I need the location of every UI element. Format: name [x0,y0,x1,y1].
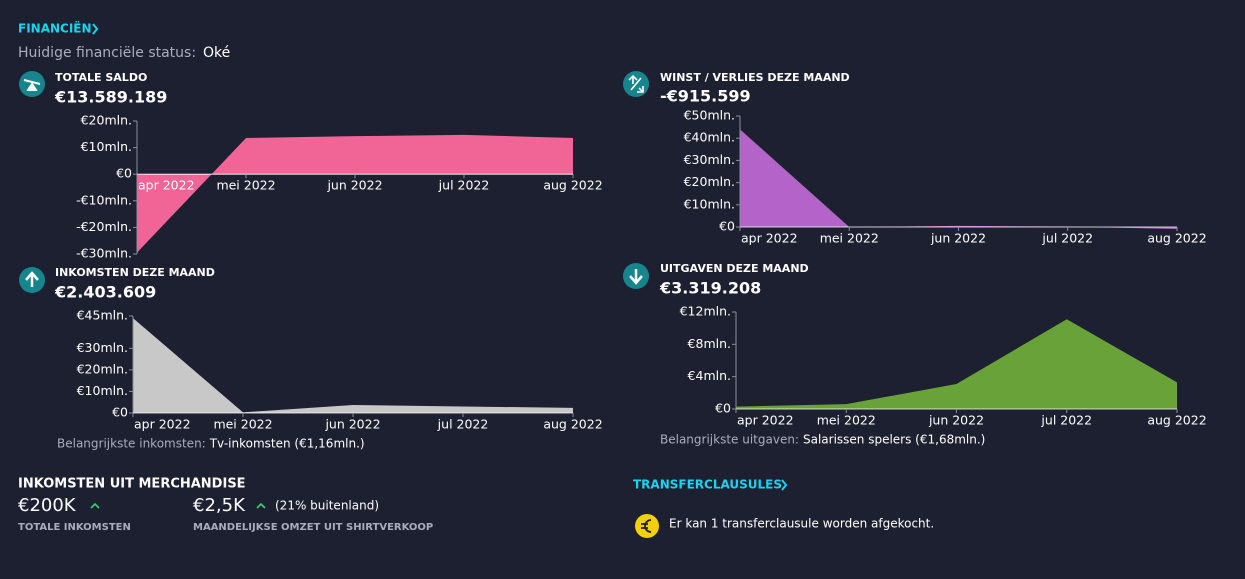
merch-monthly-note: (21% buitenland) [275,499,379,513]
merch-monthly: €2,5K [193,495,246,516]
y-tick-label: €10mln. [77,383,128,398]
icon-saldo [19,71,45,97]
note-label: Belangrijkste inkomsten: [57,437,206,451]
merch-total-label: TOTALE INKOMSTEN [18,522,131,533]
x-tick-label: apr 2022 [134,417,191,432]
x-tick-label: aug 2022 [543,417,602,432]
y-tick-label: -€10mln. [76,192,132,207]
note: Salarissen spelers (€1,68mln.) [803,433,985,447]
x-tick-label: jun 2022 [326,178,382,193]
x-tick-label: aug 2022 [1147,231,1206,246]
euro-icon [635,514,659,538]
y-tick-label: -€20mln. [76,219,132,234]
up-arrow [90,502,100,509]
x-tick-label: apr 2022 [138,178,195,193]
transfer-title[interactable]: TRANSFERCLAUSULES [633,478,782,492]
chart-title: TOTALE SALDO [55,71,147,84]
section-title[interactable]: FINANCIËN [18,21,92,36]
x-tick-label: apr 2022 [737,413,794,428]
status-value: Oké [203,45,230,61]
icon-inkomsten [19,267,45,293]
x-tick-label: aug 2022 [1147,413,1206,428]
y-tick-label: €4mln. [688,368,731,383]
x-tick-label: jul 2022 [1040,413,1092,428]
merch-monthly-label: MAANDELIJKSE OMZET UIT SHIRTVERKOOP [193,522,433,533]
x-tick-label: mei 2022 [820,231,879,246]
note-label: Belangrijkste uitgaven: [660,433,799,447]
x-tick-label: apr 2022 [741,231,798,246]
x-tick-label: aug 2022 [543,178,602,193]
up-arrow [256,502,266,509]
y-tick-label: €10mln. [684,196,735,211]
y-tick-label: €45mln. [77,308,128,323]
x-tick-label: jun 2022 [930,231,986,246]
merch-total: €200K [18,495,77,516]
transfer-text: Er kan 1 transferclausule worden afgekoc… [669,517,934,531]
y-tick-label: €12mln. [680,304,731,319]
chart-amount: €2.403.609 [54,283,156,302]
area [740,129,1177,229]
x-tick-label: jul 2022 [438,178,490,193]
x-tick-label: jun 2022 [324,417,380,432]
chart-amount: €13.589.189 [54,88,167,107]
area [137,134,573,253]
y-tick-label: €30mln. [77,340,128,355]
y-tick-label: €0 [715,401,731,416]
y-tick-label: €40mln. [684,130,735,145]
y-tick-label: €0 [116,166,132,181]
y-tick-label: €8mln. [688,336,731,351]
y-tick-label: €10mln. [81,139,132,154]
x-tick-label: mei 2022 [817,413,876,428]
area [736,319,1177,409]
y-tick-label: €0 [719,219,735,234]
icon-uitgaven [623,263,649,289]
icon-winst [623,71,649,97]
chart-title: UITGAVEN DEZE MAAND [660,262,809,275]
x-tick-label: jun 2022 [928,413,984,428]
y-tick-label: €20mln. [684,174,735,189]
merch-title: INKOMSTEN UIT MERCHANDISE [18,477,246,492]
y-tick-label: €20mln. [81,113,132,128]
x-tick-label: mei 2022 [213,417,272,432]
y-tick-label: €30mln. [684,152,735,167]
chart-amount: €3.319.208 [659,279,761,298]
note: Tv-inkomsten (€1,16mln.) [209,437,365,451]
chart-amount: -€915.599 [660,87,751,106]
chart-title: WINST / VERLIES DEZE MAAND [660,71,850,84]
chevron [92,23,99,35]
area [133,318,573,413]
x-tick-label: mei 2022 [216,178,275,193]
x-tick-label: jul 2022 [437,417,489,432]
chart-title: INKOMSTEN DEZE MAAND [55,266,215,279]
status-label: Huidige financiële status: [18,45,196,61]
y-tick-label: -€30mln. [76,246,132,261]
y-tick-label: €50mln. [684,108,735,123]
y-tick-label: €0 [112,405,128,420]
y-tick-label: €20mln. [77,361,128,376]
x-tick-label: jul 2022 [1041,231,1093,246]
chevron [781,479,788,491]
